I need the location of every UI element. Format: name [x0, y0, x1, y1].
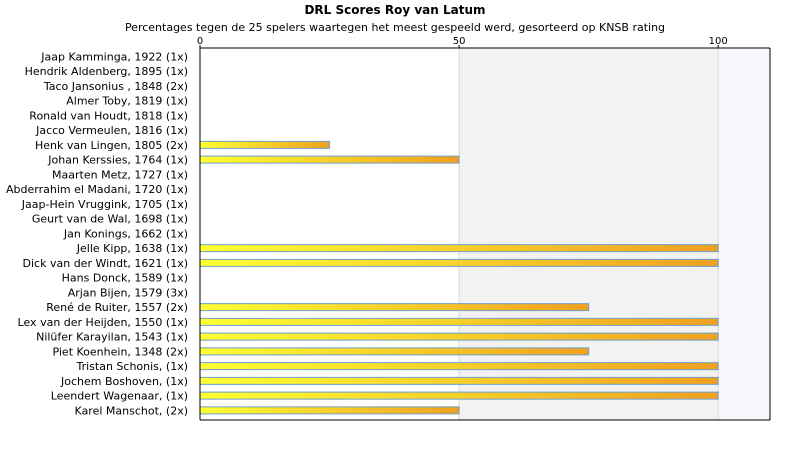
category-label: René de Ruiter, 1557 (2x) — [46, 301, 188, 314]
category-label: Jacco Vermeulen, 1816 (1x) — [35, 124, 188, 137]
bar — [199, 317, 719, 326]
x-tick-label: 100 — [709, 36, 728, 47]
category-label: Karel Manschot, (2x) — [75, 404, 188, 417]
category-label: Nilüfer Karayilan, 1543 (1x) — [36, 331, 188, 344]
category-label: Leendert Wagenaar, (1x) — [51, 390, 188, 403]
plot-band — [200, 48, 460, 420]
x-tick-label: 50 — [453, 36, 466, 47]
category-label: Jaap-Hein Vruggink, 1705 (1x) — [21, 198, 188, 211]
bar — [199, 140, 331, 149]
bar — [199, 155, 460, 164]
category-label: Jelle Kipp, 1638 (1x) — [76, 242, 188, 255]
axes — [199, 45, 771, 421]
category-label: Hans Donck, 1589 (1x) — [62, 272, 188, 285]
category-label: Tristan Schonis, (1x) — [75, 360, 188, 373]
category-label: Maarten Metz, 1727 (1x) — [52, 168, 188, 181]
category-label: Geurt van de Wal, 1698 (1x) — [32, 213, 188, 226]
bar — [199, 244, 719, 253]
gridlines — [458, 48, 719, 420]
bar — [199, 347, 590, 356]
bar — [199, 362, 719, 371]
plot-background — [200, 48, 770, 420]
category-label: Jan Konings, 1662 (1x) — [63, 227, 188, 240]
category-label: Dick van der Windt, 1621 (1x) — [23, 257, 188, 270]
bar — [199, 258, 719, 267]
category-label: Johan Kerssies, 1764 (1x) — [47, 154, 188, 167]
category-label: Hendrik Aldenberg, 1895 (1x) — [25, 65, 188, 78]
bar — [199, 376, 719, 385]
category-label: Taco Jansonius , 1848 (2x) — [43, 80, 188, 93]
bar — [199, 332, 719, 341]
category-label: Henk van Lingen, 1805 (2x) — [35, 139, 188, 152]
category-label: Piet Koenhein, 1348 (2x) — [52, 345, 188, 358]
plot-band — [718, 48, 770, 420]
bar — [199, 406, 460, 415]
category-label: Jochem Boshoven, (1x) — [60, 375, 188, 388]
category-label: Almer Toby, 1819 (1x) — [66, 95, 188, 108]
x-tick-label: 0 — [197, 36, 203, 47]
category-label: Lex van der Heijden, 1550 (1x) — [18, 316, 188, 329]
plot-band — [459, 48, 719, 420]
chart-subtitle: Percentages tegen de 25 spelers waartege… — [125, 21, 665, 34]
category-label: Ronald van Houdt, 1818 (1x) — [29, 109, 188, 122]
category-label: Jaap Kamminga, 1922 (1x) — [40, 50, 188, 63]
category-labels: Jaap Kamminga, 1922 (1x) Hendrik Aldenber… — [6, 50, 188, 417]
bar — [199, 391, 719, 400]
category-label: Abderrahim el Madani, 1720 (1x) — [6, 183, 188, 196]
bars — [199, 140, 719, 415]
chart-title: DRL Scores Roy van Latum — [304, 3, 485, 17]
category-label: Arjan Bijen, 1579 (3x) — [68, 286, 188, 299]
x-tick-labels: 0 50 100 — [197, 36, 728, 47]
bar — [199, 303, 590, 312]
